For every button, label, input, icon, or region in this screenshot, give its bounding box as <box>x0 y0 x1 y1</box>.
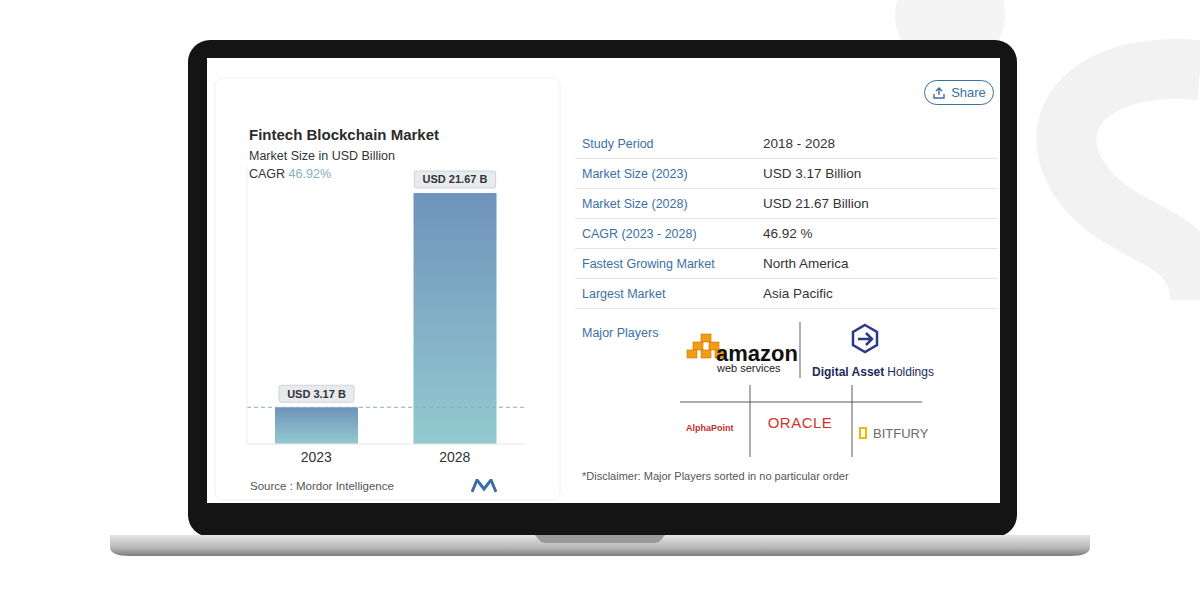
html-text:Market Size in USD Billion: Market Size in USD Billion <box>249 149 395 163</box>
html-text:Major Players: Major Players <box>582 326 659 340</box>
svg-text:ORACLE: ORACLE <box>768 414 833 431</box>
html-text:46.92 %: 46.92 % <box>763 226 813 241</box>
html-text:USD 3.17 Billion: USD 3.17 Billion <box>763 166 862 181</box>
html-text:Fastest Growing Market: Fastest Growing Market <box>582 257 715 271</box>
html-text:Market Size (2028): Market Size (2028) <box>582 197 688 211</box>
html-text:Share: Share <box>951 85 986 100</box>
svg-text:2028: 2028 <box>439 449 470 465</box>
html-text:*Disclaimer: Major Players sor: *Disclaimer: Major Players sorted in no … <box>582 470 849 482</box>
svg-text:USD 21.67 B: USD 21.67 B <box>423 173 488 185</box>
svg-text:web services: web services <box>716 362 781 374</box>
html-text:Largest Market: Largest Market <box>582 287 666 301</box>
svg-text:USD 3.17 B: USD 3.17 B <box>287 388 346 400</box>
svg-text:BITFURY: BITFURY <box>873 426 929 441</box>
svg-text:AlphaPoint: AlphaPoint <box>686 423 734 433</box>
svg-text:2023: 2023 <box>301 449 332 465</box>
html-text:Source : Mordor Intelligence: Source : Mordor Intelligence <box>250 480 394 492</box>
html-text:2018 - 2028: 2018 - 2028 <box>763 136 836 151</box>
html-text:Fintech Blockchain Market: Fintech Blockchain Market <box>249 126 440 143</box>
svg-text:amazon: amazon <box>716 341 798 366</box>
html-text:USD 21.67 Billion: USD 21.67 Billion <box>763 196 869 211</box>
svg-text:Digital AssetHoldings: Digital AssetHoldings <box>812 365 934 379</box>
html-text:CAGR (2023 - 2028): CAGR (2023 - 2028) <box>582 227 697 241</box>
html-text:CAGR 46.92%: CAGR 46.92% <box>249 167 331 181</box>
html-text:North America: North America <box>763 256 849 271</box>
html-text:Study Period: Study Period <box>582 137 654 151</box>
html-text:Asia Pacific: Asia Pacific <box>763 286 833 301</box>
html-text:Market Size (2023): Market Size (2023) <box>582 167 688 181</box>
